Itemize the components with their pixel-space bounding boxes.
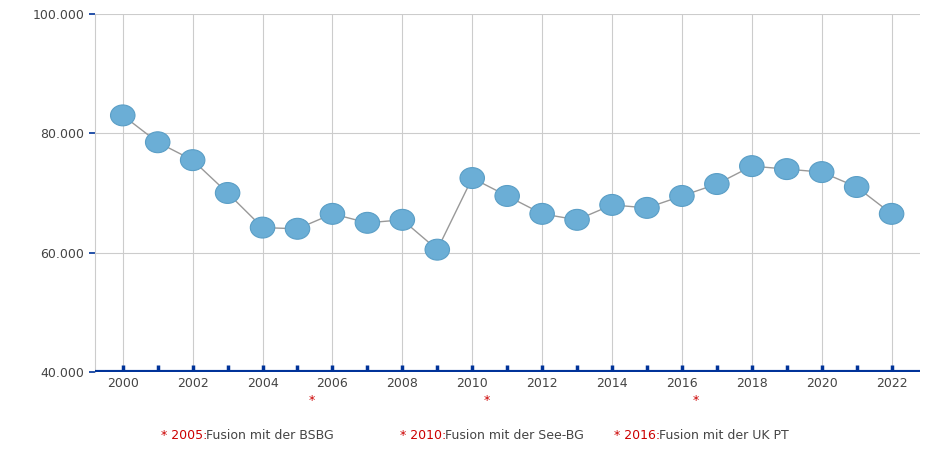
Ellipse shape xyxy=(145,132,170,153)
Ellipse shape xyxy=(739,156,764,177)
Ellipse shape xyxy=(215,183,240,203)
Ellipse shape xyxy=(460,167,484,188)
Ellipse shape xyxy=(635,198,659,219)
Text: Fusion mit der See-BG: Fusion mit der See-BG xyxy=(445,429,584,442)
Text: *: * xyxy=(693,394,700,407)
Ellipse shape xyxy=(495,186,520,206)
Ellipse shape xyxy=(669,186,694,206)
Ellipse shape xyxy=(530,203,555,224)
Text: *: * xyxy=(309,394,315,407)
Text: Fusion mit der BSBG: Fusion mit der BSBG xyxy=(206,429,334,442)
Text: * 2010:: * 2010: xyxy=(400,429,450,442)
Text: *: * xyxy=(483,394,489,407)
Ellipse shape xyxy=(356,213,379,233)
Ellipse shape xyxy=(180,150,205,171)
Ellipse shape xyxy=(600,194,624,215)
Ellipse shape xyxy=(425,239,449,260)
Ellipse shape xyxy=(111,105,135,126)
Ellipse shape xyxy=(775,159,799,179)
Ellipse shape xyxy=(845,177,869,198)
Text: Fusion mit der UK PT: Fusion mit der UK PT xyxy=(659,429,789,442)
Ellipse shape xyxy=(880,203,903,224)
Ellipse shape xyxy=(810,162,834,183)
Ellipse shape xyxy=(565,209,590,230)
Text: * 2005:: * 2005: xyxy=(161,429,211,442)
Ellipse shape xyxy=(704,173,729,194)
Text: * 2016:: * 2016: xyxy=(614,429,665,442)
Ellipse shape xyxy=(285,219,310,239)
Ellipse shape xyxy=(391,209,414,230)
Ellipse shape xyxy=(320,203,345,224)
Ellipse shape xyxy=(250,217,275,238)
